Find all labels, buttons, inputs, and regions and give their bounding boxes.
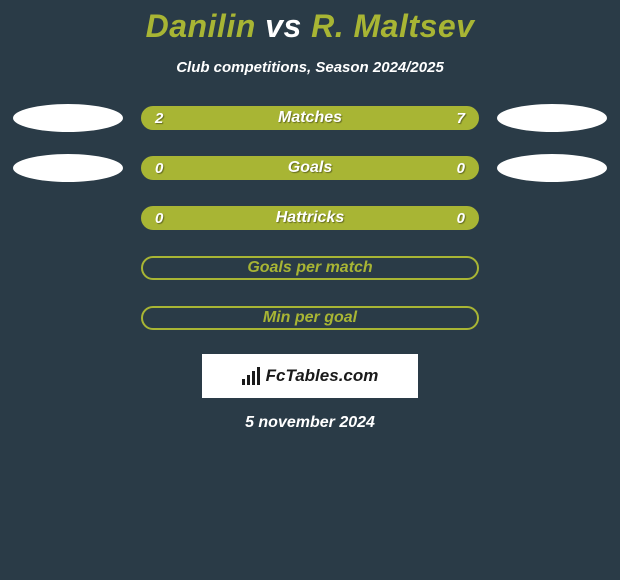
stats-list: 2Matches70Goals00Hattricks0Goals per mat… (0, 104, 620, 332)
page-title: Danilin vs R. Maltsev (0, 8, 620, 45)
bar-chart-icon (242, 367, 260, 385)
stat-row: 2Matches7 (0, 104, 620, 132)
stat-row: 0Hattricks0 (0, 204, 620, 232)
player1-name: Danilin (146, 8, 256, 44)
player1-oval (13, 104, 123, 132)
player2-oval (497, 154, 607, 182)
subtitle: Club competitions, Season 2024/2025 (0, 59, 620, 76)
stat-row: 0Goals0 (0, 154, 620, 182)
stat-bar: Min per goal (141, 306, 479, 330)
stat-bar: Goals per match (141, 256, 479, 280)
stat-value-right: 7 (457, 110, 465, 127)
stat-bar: 0Goals0 (141, 156, 479, 180)
stat-label: Hattricks (143, 209, 477, 227)
stat-label: Matches (143, 109, 477, 127)
logo-text: FcTables.com (266, 366, 379, 386)
date-text: 5 november 2024 (0, 414, 620, 432)
stat-label: Goals (143, 159, 477, 177)
player2-name: R. Maltsev (311, 8, 474, 44)
stat-row: Min per goal (0, 304, 620, 332)
stat-label: Min per goal (143, 309, 477, 327)
stat-value-right: 0 (457, 210, 465, 227)
stat-value-right: 0 (457, 160, 465, 177)
vs-text: vs (265, 8, 302, 44)
stat-bar: 0Hattricks0 (141, 206, 479, 230)
player2-oval (497, 104, 607, 132)
stat-label: Goals per match (143, 259, 477, 277)
stat-row: Goals per match (0, 254, 620, 282)
logo-box: FcTables.com (202, 354, 418, 398)
player1-oval (13, 154, 123, 182)
stat-bar: 2Matches7 (141, 106, 479, 130)
infographic-container: Danilin vs R. Maltsev Club competitions,… (0, 0, 620, 432)
